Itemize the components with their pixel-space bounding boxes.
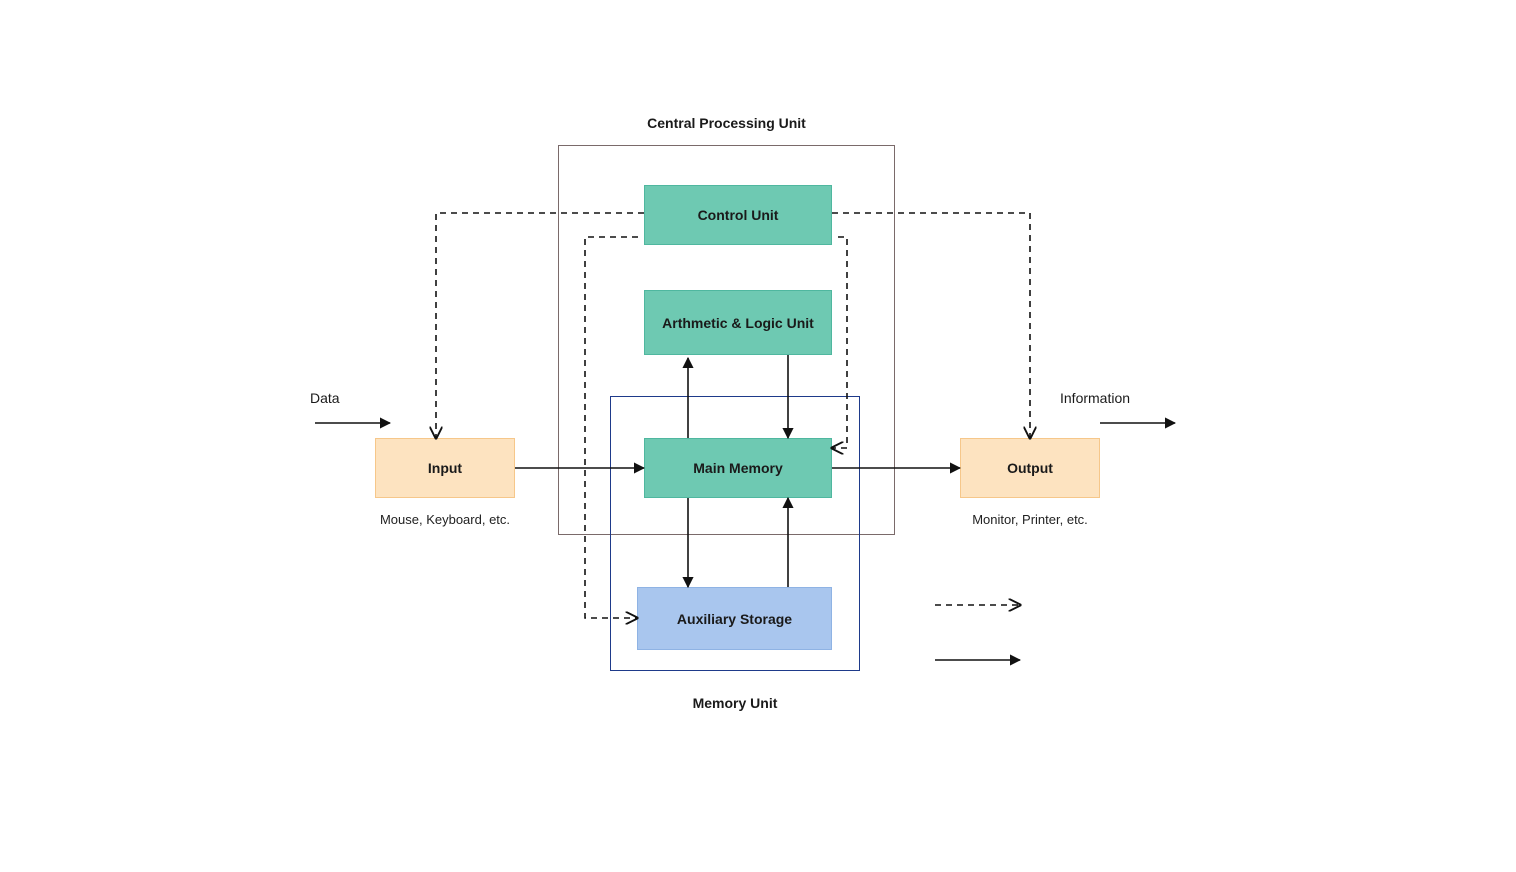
input-caption: Mouse, Keyboard, etc.	[375, 512, 515, 527]
data-label: Data	[310, 390, 370, 406]
output-node-label: Output	[1007, 460, 1053, 476]
cpu-title: Central Processing Unit	[558, 115, 895, 131]
alu-node: Arthmetic & Logic Unit	[644, 290, 832, 355]
aux-storage-node: Auxiliary Storage	[637, 587, 832, 650]
main-memory-node: Main Memory	[644, 438, 832, 498]
information-label: Information	[1060, 390, 1180, 406]
diagram-canvas: Central Processing Unit Memory Unit Data…	[0, 0, 1516, 872]
output-node: Output	[960, 438, 1100, 498]
input-node: Input	[375, 438, 515, 498]
control-unit-node: Control Unit	[644, 185, 832, 245]
output-caption: Monitor, Printer, etc.	[960, 512, 1100, 527]
memory-title: Memory Unit	[610, 695, 860, 711]
control-unit-label: Control Unit	[698, 207, 779, 223]
aux-storage-label: Auxiliary Storage	[677, 611, 792, 627]
alu-label: Arthmetic & Logic Unit	[662, 315, 814, 331]
input-node-label: Input	[428, 460, 462, 476]
main-memory-label: Main Memory	[693, 460, 782, 476]
